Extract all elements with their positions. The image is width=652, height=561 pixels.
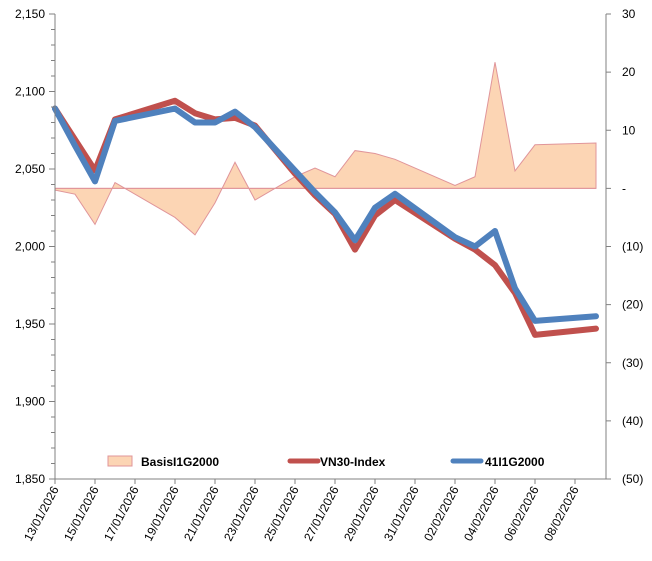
x-tick-label: 21/01/2026 bbox=[181, 484, 222, 544]
x-tick-label: 25/01/2026 bbox=[261, 484, 302, 544]
x-tick-label: 17/01/2026 bbox=[101, 484, 142, 544]
x-tick-label: 08/02/2026 bbox=[541, 484, 582, 544]
primary-y-tick-label: 1,850 bbox=[15, 472, 45, 486]
legend-item-vn30-index: VN30-Index bbox=[287, 455, 386, 469]
primary-y-tick-label: 2,050 bbox=[15, 162, 45, 176]
x-tick-label: 02/02/2026 bbox=[421, 484, 462, 544]
plot-area bbox=[52, 62, 599, 338]
secondary-y-tick-label: - bbox=[622, 181, 626, 195]
x-tick-label: 23/01/2026 bbox=[221, 484, 262, 544]
secondary-y-tick-label: (10) bbox=[622, 240, 643, 254]
secondary-y-tick-label: 30 bbox=[622, 7, 636, 21]
primary-y-tick-label: 1,950 bbox=[15, 317, 45, 331]
series-line-vn30-index bbox=[52, 97, 599, 338]
primary-y-tick-label: 2,150 bbox=[15, 7, 45, 21]
legend: BasisI1G2000 VN30-Index 41I1G2000 bbox=[107, 455, 545, 469]
secondary-y-tick-label: (50) bbox=[622, 472, 643, 486]
legend-item-basisi1g2000: BasisI1G2000 bbox=[107, 455, 219, 469]
secondary-y-tick-label: (40) bbox=[622, 414, 643, 428]
x-tick-label: 15/01/2026 bbox=[61, 484, 102, 544]
secondary-y-tick-label: (30) bbox=[622, 356, 643, 370]
secondary-y-axis: (50) (40) (30) (20) (10) - 10 20 30 bbox=[605, 7, 643, 486]
x-tick-label: 06/02/2026 bbox=[501, 484, 542, 544]
x-axis: 13/01/2026 15/01/2026 17/01/2026 19/01/2026… bbox=[21, 478, 606, 544]
x-tick-label: 19/01/2026 bbox=[141, 484, 182, 544]
legend-swatch-area bbox=[107, 455, 133, 467]
series-line-41i1g2000 bbox=[52, 105, 599, 324]
primary-y-axis: 1,850 1,900 1,950 2,000 2,050 2,100 2,150 bbox=[15, 7, 56, 486]
primary-y-tick-label: 1,900 bbox=[15, 395, 45, 409]
secondary-y-tick-label: (20) bbox=[622, 298, 643, 312]
x-tick-label: 29/01/2026 bbox=[341, 484, 382, 544]
primary-y-tick-label: 2,100 bbox=[15, 85, 45, 99]
x-tick-label: 31/01/2026 bbox=[381, 484, 422, 544]
basis-area bbox=[54, 62, 597, 236]
x-tick-label: 13/01/2026 bbox=[21, 484, 62, 544]
legend-label: 41I1G2000 bbox=[485, 455, 545, 469]
secondary-y-tick-label: 20 bbox=[622, 65, 636, 79]
x-tick-label: 04/02/2026 bbox=[461, 484, 502, 544]
legend-item-41i1g2000: 41I1G2000 bbox=[450, 455, 545, 469]
x-tick-label: 27/01/2026 bbox=[301, 484, 342, 544]
secondary-y-tick-label: 10 bbox=[622, 123, 636, 137]
legend-label: BasisI1G2000 bbox=[141, 455, 219, 469]
legend-label: VN30-Index bbox=[320, 455, 386, 469]
primary-y-tick-label: 2,000 bbox=[15, 240, 45, 254]
